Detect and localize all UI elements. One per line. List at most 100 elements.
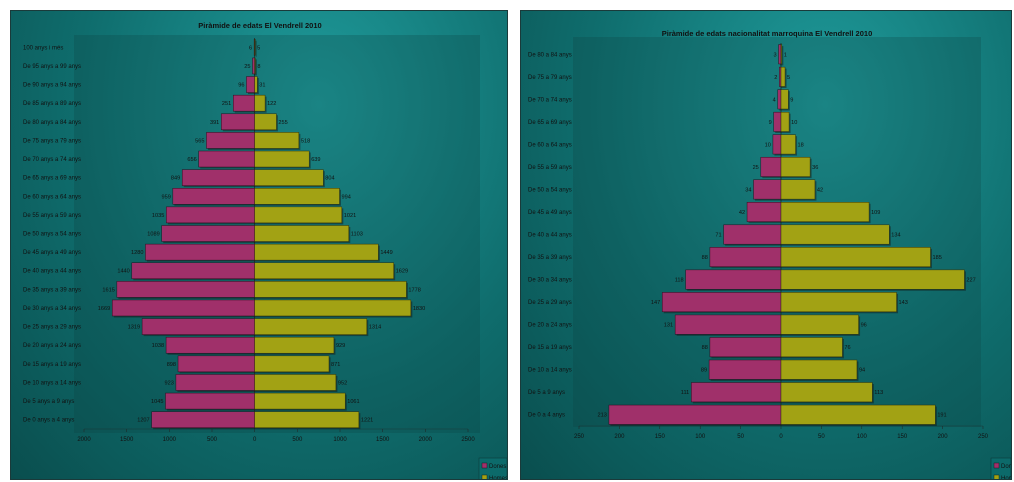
data-label-homes: 143 <box>899 300 908 306</box>
bar-dones <box>753 179 782 200</box>
data-label-dones: 1440 <box>117 269 129 275</box>
data-label-homes: 871 <box>331 362 340 368</box>
bar-homes <box>254 94 266 112</box>
data-label-dones: 118 <box>675 278 684 284</box>
tick-label: 500 <box>207 437 218 443</box>
tick-label: 500 <box>292 437 303 443</box>
data-label-homes: 8 <box>257 64 260 70</box>
data-label-dones: 849 <box>171 176 180 182</box>
category-label: De 70 anys a 74 anys <box>23 157 81 163</box>
data-label-dones: 959 <box>161 194 170 200</box>
data-label-homes: 42 <box>817 187 823 193</box>
data-label-homes: 1221 <box>361 418 373 424</box>
data-label-dones: 25 <box>244 64 250 70</box>
bar-homes <box>780 179 816 200</box>
bar-homes <box>254 318 368 335</box>
bar-homes <box>780 359 858 380</box>
bar-dones <box>198 150 255 168</box>
data-label-dones: 1280 <box>131 250 143 256</box>
category-label: De 0 a 4 anys <box>528 413 565 419</box>
chart-svg-el-vendrell: Piràmide de edats El Vendrell 2010 100 a… <box>23 21 507 479</box>
category-label: De 65 a 69 anys <box>528 120 572 126</box>
data-label-dones: 1089 <box>147 232 159 238</box>
chart-panel-marroquina: Piràmide de edats nacionalitat marroquin… <box>520 10 1012 480</box>
data-label-homes: 1778 <box>408 287 420 293</box>
bar-dones <box>111 299 255 317</box>
data-label-dones: 251 <box>222 101 231 107</box>
legend-label-dones: Dones <box>1001 464 1011 470</box>
bar-dones <box>709 337 782 358</box>
data-label-dones: 1038 <box>152 343 164 349</box>
bar-dones <box>166 206 255 224</box>
bar-homes <box>780 382 873 403</box>
category-label: De 30 a 34 anys <box>528 278 572 284</box>
data-label-dones: 111 <box>681 390 690 396</box>
tick-label: 250 <box>978 434 989 440</box>
data-label-dones: 923 <box>165 380 174 386</box>
bar-homes <box>780 269 965 290</box>
data-label-dones: 88 <box>702 345 708 351</box>
bar-homes <box>254 392 346 410</box>
data-label-homes: 109 <box>871 210 880 216</box>
bar-dones <box>685 269 782 290</box>
chart-title: Piràmide de edats El Vendrell 2010 <box>198 21 321 30</box>
category-label: De 40 a 44 anys <box>528 233 572 239</box>
data-label-homes: 122 <box>267 101 276 107</box>
bar-homes <box>780 314 859 335</box>
category-label: De 25 a 29 anys <box>528 300 572 306</box>
bar-homes <box>780 89 789 110</box>
data-label-homes: 994 <box>341 194 350 200</box>
category-label: De 75 a 79 anys <box>528 75 572 81</box>
tick-label: 2500 <box>461 437 475 443</box>
bar-homes <box>780 156 811 177</box>
bar-homes <box>254 76 258 93</box>
data-label-dones: 1319 <box>128 325 140 331</box>
tick-label: 2000 <box>77 437 91 443</box>
category-label: De 20 a 24 anys <box>528 323 572 329</box>
bar-homes <box>254 262 394 279</box>
category-label: De 25 anys a 29 anys <box>23 325 81 331</box>
category-label: De 60 anys a 64 anys <box>23 194 81 200</box>
category-label: De 45 a 49 anys <box>528 210 572 216</box>
legend-label-homes: Homes <box>1001 476 1011 479</box>
category-label: De 5 anys a 9 anys <box>23 399 74 405</box>
data-label-dones: 898 <box>167 362 176 368</box>
data-label-dones: 131 <box>664 323 673 329</box>
tick-label: 100 <box>857 434 868 440</box>
category-label: De 80 a 84 anys <box>528 52 572 58</box>
bar-homes <box>254 355 330 373</box>
bar-homes <box>254 132 300 149</box>
data-label-dones: 42 <box>739 210 745 216</box>
bar-dones <box>246 76 255 93</box>
category-label: De 30 anys a 34 anys <box>23 306 81 312</box>
bar-shadow-homes <box>782 46 784 66</box>
data-label-homes: 804 <box>325 176 334 182</box>
category-label: De 95 anys a 99 anys <box>23 64 81 70</box>
category-label: De 70 a 74 anys <box>528 97 572 103</box>
data-label-homes: 1449 <box>380 250 392 256</box>
data-label-dones: 1035 <box>152 213 164 219</box>
bar-dones <box>165 336 255 354</box>
bar-dones <box>181 169 255 186</box>
data-label-homes: 18 <box>798 142 804 148</box>
data-label-dones: 2 <box>774 75 777 81</box>
bar-dones <box>145 243 255 261</box>
tick-label: 100 <box>695 434 706 440</box>
bar-dones <box>772 134 782 155</box>
data-label-dones: 96 <box>238 83 244 89</box>
data-label-homes: 10 <box>791 120 797 126</box>
tick-label: 200 <box>938 434 949 440</box>
bar-dones <box>709 247 782 267</box>
data-label-homes: 1103 <box>351 232 363 238</box>
data-label-homes: 76 <box>844 345 850 351</box>
bar-homes <box>780 134 796 155</box>
bar-homes <box>254 113 277 131</box>
category-label: De 0 anys a 4 anys <box>23 418 74 424</box>
bar-homes <box>780 247 931 267</box>
bar-dones <box>221 113 255 131</box>
data-label-homes: 96 <box>861 323 867 329</box>
data-label-dones: 213 <box>598 413 607 419</box>
data-label-homes: 255 <box>278 120 287 126</box>
category-label: De 10 a 14 anys <box>528 368 572 374</box>
category-label: De 40 anys a 44 anys <box>23 269 81 275</box>
